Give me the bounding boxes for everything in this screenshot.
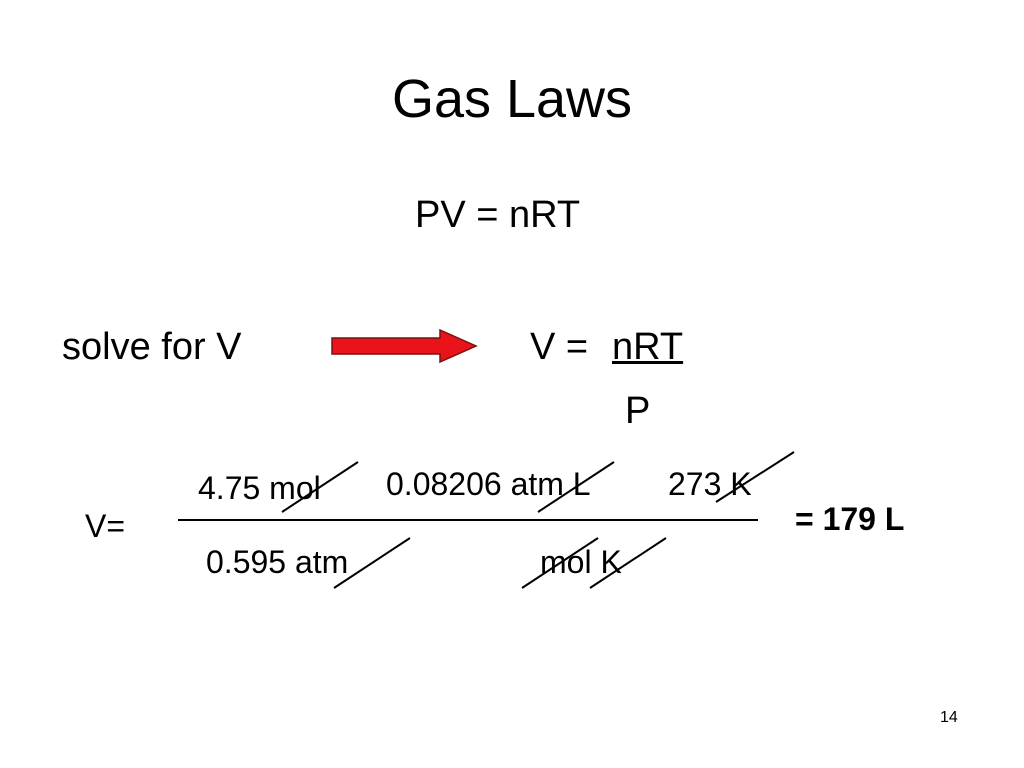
numerator-term: 4.75 mol [198,470,321,506]
calc-result: = 179 L [795,501,905,537]
numerator-term: 273 K [668,466,752,502]
result-denominator: P [625,390,651,432]
denominator-term: 0.595 atm [206,544,349,580]
page-number: 14 [940,709,958,726]
denominator-term: mol K [540,544,622,580]
arrow [331,328,478,364]
result-numerator: nRT [612,326,684,368]
solve-label: solve for V [62,326,242,368]
calc-lhs: V= [85,508,126,544]
numerator-term: 0.08206 atm L [386,466,591,502]
result-lhs: V = [530,326,589,368]
equation: PV = nRT [415,194,581,236]
title: Gas Laws [391,69,633,129]
